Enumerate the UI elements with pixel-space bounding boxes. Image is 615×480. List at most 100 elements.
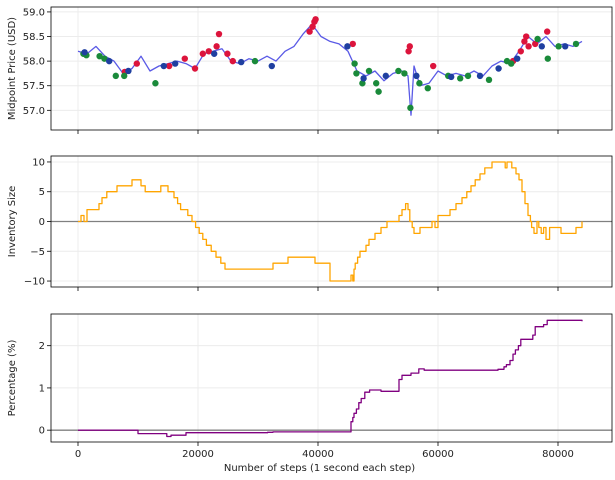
red-marker-2: [166, 62, 173, 70]
red-marker-1: [133, 60, 140, 67]
green-marker-20: [457, 75, 464, 82]
green-marker-9: [353, 70, 360, 77]
red-marker-17: [406, 43, 413, 50]
y-tick-label-2: 2: [39, 341, 45, 352]
blue-marker-9: [360, 75, 367, 82]
red-marker-24: [532, 40, 539, 48]
percentage-series: [78, 319, 583, 438]
blue-marker-0: [81, 49, 88, 56]
blue-marker-4: [172, 60, 179, 67]
green-marker-12: [373, 80, 380, 87]
price-x-axis: [77, 130, 559, 134]
x-tick-label-1: 20000: [182, 449, 214, 460]
green-marker-14: [395, 67, 402, 75]
price-grid: [51, 7, 612, 130]
blue-marker-13: [476, 72, 484, 80]
inventory-frame: [50, 155, 613, 288]
blue-marker-10: [382, 72, 389, 80]
red-marker-5: [199, 50, 206, 57]
green-marker-8: [351, 60, 358, 67]
green-marker-26: [544, 55, 551, 62]
red-marker-4: [191, 65, 199, 72]
y-tick-label-2: 58.0: [23, 57, 45, 68]
green-marker-28: [572, 40, 580, 48]
red-marker-22: [523, 33, 530, 40]
green-marker-6: [152, 80, 159, 87]
inventory-panel: −10 −5 0 5 10 Inventory Size: [7, 155, 613, 291]
blue-marker-5: [211, 50, 218, 57]
red-marker-10: [229, 57, 236, 65]
percentage-frame: [50, 313, 613, 443]
y-tick-label-2: 0: [39, 217, 45, 228]
red-marker-12: [309, 23, 316, 30]
blue-marker-14: [495, 65, 502, 72]
price-frame: [50, 6, 613, 131]
green-marker-25: [534, 35, 541, 43]
y-tick-label-3: 5: [39, 187, 45, 198]
price-y-label: Midpoint Price (USD): [7, 17, 18, 120]
inventory-y-axis: −10 −5 0 5 10: [24, 157, 51, 288]
y-tick-label-0: 57.0: [23, 106, 45, 117]
blue-marker-8: [344, 43, 351, 50]
y-tick-label-4: 59.0: [23, 7, 45, 18]
price-y-axis: 57.0 57.5 58.0 58.5 59.0: [23, 7, 51, 117]
percentage-x-axis: 0 20000 40000 60000 80000: [75, 442, 574, 460]
green-marker-16: [407, 104, 414, 112]
red-marker-23: [525, 43, 532, 50]
green-marker-22: [485, 76, 493, 84]
blue-marker-6: [238, 58, 245, 66]
green-marker-5: [121, 72, 128, 80]
x-tick-label-0: 0: [75, 449, 81, 460]
green-marker-13: [375, 88, 382, 95]
green-marker-4: [112, 72, 120, 80]
blue-marker-11: [413, 72, 420, 80]
x-tick-label-2: 40000: [302, 449, 334, 460]
green-marker-10: [359, 80, 366, 87]
x-axis-label: Number of steps (1 second each step): [224, 463, 415, 474]
series-line-0: [78, 319, 583, 438]
percentage-y-axis: 0 1 2: [39, 341, 51, 437]
red-marker-20: [517, 48, 524, 55]
blue-marker-7: [268, 62, 275, 70]
y-tick-label-1: −5: [30, 247, 45, 258]
x-tick-label-3: 60000: [422, 449, 454, 460]
y-tick-label-0: −10: [24, 277, 45, 288]
blue-marker-15: [514, 55, 521, 62]
inventory-y-label: Inventory Size: [7, 186, 18, 257]
green-marker-21: [464, 72, 472, 80]
y-tick-label-1: 1: [39, 383, 45, 394]
y-tick-label-4: 10: [32, 157, 45, 168]
blue-marker-12: [448, 73, 455, 81]
red-marker-7: [213, 43, 220, 50]
red-marker-9: [224, 50, 231, 57]
green-marker-17: [416, 80, 423, 87]
price-markers: [80, 16, 580, 112]
red-marker-16: [405, 48, 412, 55]
percentage-panel: 0 1 2 0 20000 40000 60000 80000 Percentage (%)…: [7, 313, 613, 474]
green-marker-24: [508, 60, 515, 67]
green-marker-18: [424, 84, 431, 92]
blue-marker-17: [562, 43, 569, 50]
blue-marker-3: [160, 62, 167, 70]
green-marker-7: [251, 57, 259, 65]
y-tick-label-1: 57.5: [23, 81, 45, 92]
red-marker-6: [205, 48, 212, 55]
green-marker-11: [365, 67, 373, 75]
inventory-series: [78, 161, 583, 282]
green-marker-2: [96, 53, 103, 60]
red-marker-14: [312, 16, 319, 23]
y-tick-label-0: 0: [39, 426, 45, 437]
red-marker-11: [306, 28, 313, 35]
red-marker-21: [521, 38, 528, 45]
blue-marker-16: [538, 43, 545, 50]
red-marker-18: [430, 62, 437, 70]
y-tick-label-3: 58.5: [23, 32, 45, 43]
red-marker-15: [349, 40, 356, 48]
x-tick-label-4: 80000: [542, 449, 574, 460]
green-marker-3: [101, 55, 108, 62]
inventory-x-axis: [77, 287, 559, 291]
green-marker-27: [555, 43, 562, 50]
percentage-y-label: Percentage (%): [7, 340, 18, 417]
